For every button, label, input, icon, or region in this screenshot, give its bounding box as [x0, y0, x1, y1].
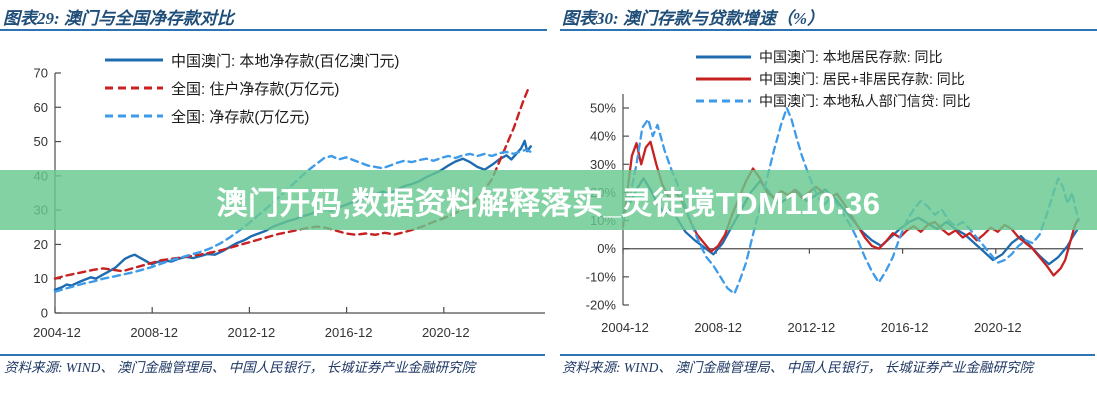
line-sample-icon — [105, 58, 163, 62]
chart29-title: 图表29: 澳门与全国净存款对比 — [3, 9, 234, 28]
svg-text:50: 50 — [34, 134, 48, 149]
legend-label: 中国澳门: 本地净存款(百亿澳门元) — [171, 52, 400, 70]
svg-text:2008-12: 2008-12 — [694, 320, 742, 335]
svg-text:-10%: -10% — [586, 269, 617, 284]
chart29-legend: 中国澳门: 本地净存款(百亿澳门元) 全国: 住户净存款(万亿元) 全国: 净存… — [105, 46, 399, 130]
line-sample-icon — [696, 77, 751, 81]
chart30-source-note: 资料来源: WIND、 澳门金融管理局、 中国人民银行， 长城证券产业金融研究院 — [562, 360, 1033, 375]
legend-item: 全国: 住户净存款(万亿元) — [105, 74, 399, 102]
legend-label: 中国澳门: 居民+非居民存款: 同比 — [759, 71, 965, 87]
legend-label: 中国澳门: 本地私人部门信贷: 同比 — [759, 93, 971, 109]
chart30-title-rule — [560, 29, 1097, 31]
line-sample-icon — [696, 99, 751, 103]
svg-text:0: 0 — [41, 306, 48, 321]
svg-text:2012-12: 2012-12 — [228, 325, 276, 340]
legend-item: 中国澳门: 居民+非居民存款: 同比 — [696, 68, 971, 90]
legend-item: 中国澳门: 本地居民存款: 同比 — [696, 46, 971, 68]
legend-label: 全国: 住户净存款(万亿元) — [171, 80, 340, 98]
svg-text:2008-12: 2008-12 — [130, 325, 178, 340]
svg-text:2016-12: 2016-12 — [325, 325, 373, 340]
svg-text:70: 70 — [34, 66, 48, 81]
svg-text:2004-12: 2004-12 — [33, 325, 81, 340]
svg-text:2016-12: 2016-12 — [881, 320, 929, 335]
chart29-source-note: 资料来源: WIND、 澳门金融管理局、 中国人民银行， 长城证券产业金融研究院 — [4, 360, 475, 375]
legend-item: 中国澳门: 本地净存款(百亿澳门元) — [105, 46, 399, 74]
svg-text:-20%: -20% — [586, 298, 617, 313]
legend-item: 中国澳门: 本地私人部门信贷: 同比 — [696, 90, 971, 112]
svg-text:20: 20 — [34, 237, 48, 252]
legend-label: 中国澳门: 本地居民存款: 同比 — [759, 49, 943, 65]
watermark-text: 澳门开码,数据资料解释落实_灵徒境TDM110.36 — [216, 185, 881, 221]
chart30-legend: 中国澳门: 本地居民存款: 同比 中国澳门: 居民+非居民存款: 同比 中国澳门… — [696, 46, 971, 112]
svg-text:2020-12: 2020-12 — [422, 325, 470, 340]
line-sample-icon — [105, 114, 163, 118]
svg-text:2012-12: 2012-12 — [788, 320, 836, 335]
line-sample-icon — [696, 55, 751, 59]
chart30-panel: 图表30: 澳门存款与贷款增速（%） -20%-10%0%10%20%30%40… — [549, 0, 1097, 400]
svg-text:2004-12: 2004-12 — [601, 320, 649, 335]
svg-text:60: 60 — [34, 100, 48, 115]
legend-item: 全国: 净存款(万亿元) — [105, 102, 399, 130]
svg-text:0%: 0% — [597, 241, 616, 256]
chart30-title: 图表30: 澳门存款与贷款增速（%） — [562, 9, 825, 28]
svg-text:2020-12: 2020-12 — [974, 320, 1022, 335]
svg-text:30%: 30% — [590, 157, 616, 172]
line-sample-icon — [105, 86, 163, 90]
svg-text:40%: 40% — [590, 129, 616, 144]
chart29-bottom-rule — [0, 354, 545, 356]
chart30-bottom-rule — [560, 354, 1095, 356]
watermark-band: 澳门开码,数据资料解释落实_灵徒境TDM110.36 — [0, 170, 1097, 230]
legend-label: 全国: 净存款(万亿元) — [171, 108, 310, 126]
svg-text:50%: 50% — [590, 101, 616, 116]
svg-text:10: 10 — [34, 271, 48, 286]
chart29-title-rule — [0, 29, 547, 31]
